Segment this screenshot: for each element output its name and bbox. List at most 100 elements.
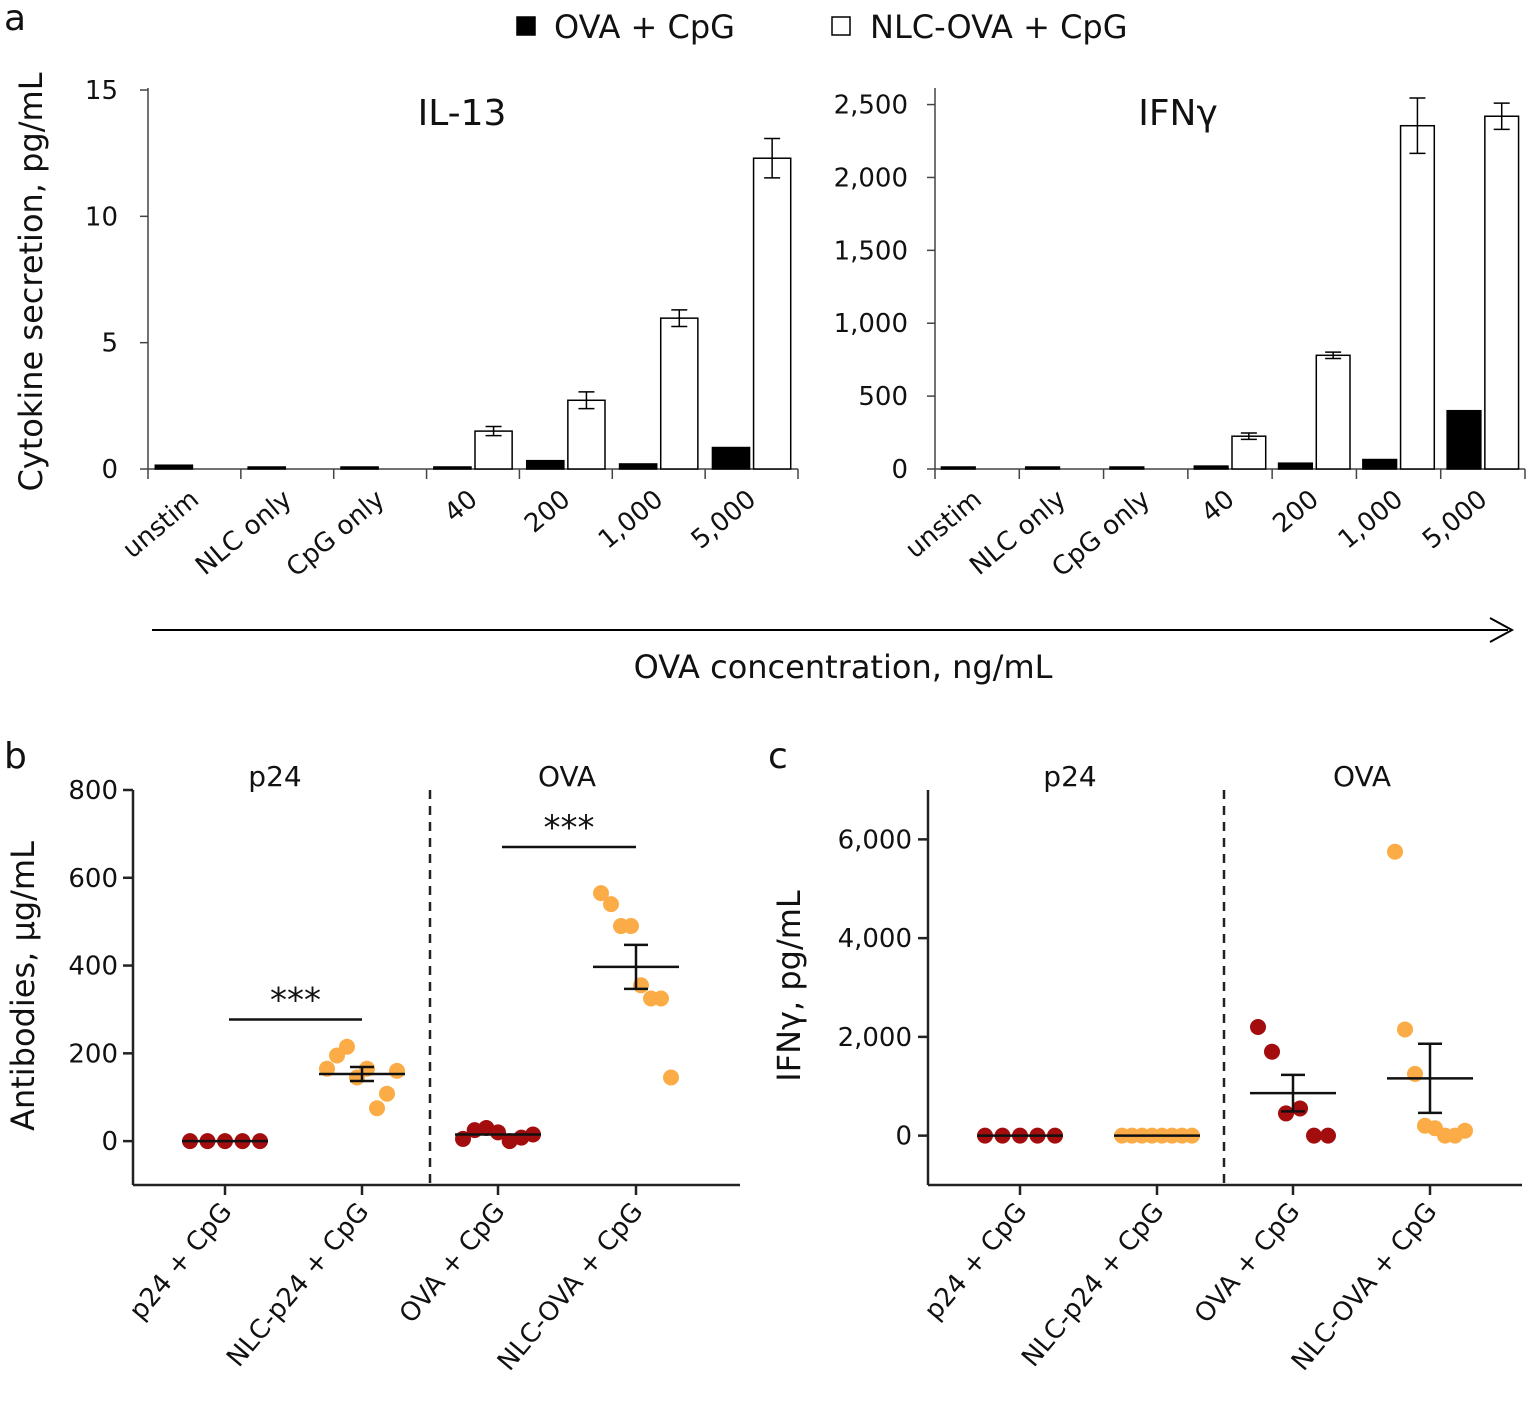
ifn-y-tick-label: 500: [858, 382, 908, 412]
legend-swatch-open: [831, 16, 851, 36]
panel-b-x-tick-label-nlc-ova-cpg: NLC-OVA + CpG: [492, 1197, 649, 1377]
panel-c-point-ova-cpg: [1306, 1127, 1322, 1144]
il-13-bar-nlc-ova-cpg-40: [474, 430, 513, 470]
il-13-y-tick-label: 0: [101, 455, 118, 485]
il-13-bar-nlc-ova-cpg-200: [567, 399, 606, 470]
ifn-bar-nlc-ova-cpg-40: [1231, 435, 1267, 470]
il-13-bar-ova-cpg-5-000: [711, 446, 751, 470]
panel-c-y-axis-label: IFNγ, pg/mL: [770, 890, 808, 1082]
panel-b-point-nlc-ova-cpg: [653, 990, 669, 1007]
ifn-bar-ova-cpg-5-000: [1446, 409, 1482, 470]
ifn-y-tick-label: 1,500: [834, 236, 908, 266]
il-13-chart-title: IL-13: [418, 93, 507, 134]
panel-c-y-tick-label: 2,000: [838, 1023, 912, 1053]
il-13-y-tick-label: 15: [85, 76, 118, 106]
panel-b-point-nlc-ova-cpg: [593, 885, 609, 902]
il-13-bar-nlc-ova-cpg-1-000: [659, 317, 699, 470]
panel-c-y-tick-label: 4,000: [838, 924, 912, 954]
ifn-bar-nlc-ova-cpg-1-000: [1399, 124, 1436, 470]
panel-b-x-tick-label-ova-cpg: OVA + CpG: [394, 1197, 512, 1329]
panel-c-point-nlc-ova-cpg: [1387, 843, 1403, 860]
ifn-y-tick-label: 1,000: [834, 309, 908, 339]
ifn-y-tick-label: 2,500: [834, 91, 908, 121]
panel-b-x-tick-label-nlc-p24-cpg: NLC-p24 + CpG: [221, 1197, 375, 1373]
ifn-bar-ova-cpg-200: [1277, 462, 1314, 470]
ifn-chart-title: IFNγ: [1138, 93, 1218, 134]
il-13-x-tick-label: CpG only: [281, 484, 391, 583]
ifn-bar-ova-cpg-40: [1193, 465, 1229, 470]
panel-b-point-nlc-ova-cpg: [623, 918, 639, 935]
ifn-x-tick-label: 5,000: [1417, 484, 1493, 555]
panel-c-point-ova-cpg: [1278, 1105, 1294, 1122]
panel-c-x-tick-label-p24-cpg: p24 + CpG: [919, 1197, 1034, 1326]
panel-c-point-ova-cpg: [1250, 1019, 1266, 1035]
shared-x-axis-label: OVA concentration, ng/mL: [634, 648, 1053, 686]
il-13-bar-ova-cpg-40: [433, 466, 472, 470]
panel-b-y-tick-label: 600: [68, 864, 118, 894]
ifn-x-tick-label: 200: [1267, 484, 1324, 539]
antibodies-dot-plot: Antibodies, μg/mL 0 200 400 600 800 p24 OVA p24 …: [4, 760, 740, 1377]
panel-b-y-tick-label: 0: [101, 1127, 118, 1157]
il-13-bar-ova-cpg-1-000: [618, 463, 658, 470]
ifn-bar-ova-cpg-1-000: [1362, 458, 1398, 470]
il-13-bar-nlc-ova-cpg-5-000: [752, 157, 792, 470]
panel-c-point-ova-cpg: [1264, 1043, 1280, 1060]
legend-label-filled: OVA + CpG: [554, 8, 735, 46]
panel-b-y-axis-label: Antibodies, μg/mL: [4, 841, 42, 1131]
legend-swatch-filled: [516, 16, 536, 36]
panel-c-section-label-ova: OVA: [1333, 760, 1391, 793]
panel-b-point-nlc-ova-cpg: [603, 896, 619, 913]
panel-letter-a: a: [4, 0, 26, 39]
panel-b-point-nlc-p24-cpg: [379, 1085, 395, 1102]
ifn-bar-ova-cpg-nlc-only: [1024, 466, 1061, 470]
ifn-x-tick-label: 40: [1196, 484, 1241, 528]
panel-b-significance-label: ***: [270, 981, 321, 1021]
panel-b-x-tick-label-p24-cpg: p24 + CpG: [124, 1197, 239, 1326]
il-13-y-tick-label: 10: [85, 202, 118, 232]
panel-b-point-ova-cpg: [490, 1124, 506, 1141]
il-13-x-tick-label: 200: [519, 484, 576, 539]
panel-letter-c: c: [768, 736, 788, 777]
panel-b-section-label-ova: OVA: [538, 760, 596, 793]
il-13-x-tick-label: unstim: [117, 484, 205, 564]
panel-b-point-nlc-p24-cpg: [339, 1038, 355, 1055]
ifn-bar-nlc-ova-cpg-200: [1315, 354, 1351, 470]
panel-c-point-nlc-ova-cpg: [1457, 1122, 1473, 1139]
il-13-bar-ova-cpg-cpg-only: [340, 466, 379, 470]
panel-letter-b: b: [4, 736, 27, 777]
panel-c-x-tick-label-nlc-ova-cpg: NLC-OVA + CpG: [1286, 1197, 1443, 1377]
ifn-y-tick-label: 0: [891, 455, 908, 485]
panel-b-y-tick-label: 800: [68, 776, 118, 806]
panel-b-point-nlc-p24-cpg: [319, 1060, 335, 1077]
panel-b-section-label-p24: p24: [248, 760, 301, 793]
legend-label-open: NLC-OVA + CpG: [870, 8, 1128, 46]
panel-c-point-nlc-ova-cpg: [1397, 1021, 1413, 1038]
ifn-x-tick-label: 1,000: [1333, 484, 1409, 555]
legend: OVA + CpG NLC-OVA + CpG: [516, 8, 1128, 46]
ifn-bar-ova-cpg-cpg-only: [1109, 466, 1145, 470]
panel-b-y-tick-label: 400: [68, 952, 118, 982]
il-13-x-tick-label: 40: [439, 484, 484, 528]
ifn-bar-ova-cpg-unstim: [940, 466, 976, 470]
ifn-y-tick-label: 2,000: [834, 163, 908, 193]
panel-b-point-nlc-ova-cpg: [663, 1069, 679, 1086]
panel-c-section-label-p24: p24: [1043, 760, 1096, 793]
panel-c-x-tick-label-ova-cpg: OVA + CpG: [1189, 1197, 1307, 1329]
panel-c-point-ova-cpg: [1320, 1127, 1336, 1144]
il-13-x-tick-label: 5,000: [686, 484, 762, 555]
panel-b-point-nlc-p24-cpg: [389, 1062, 405, 1079]
ifng-dot-plot: IFNγ, pg/mL 0 2,000 4,000 6,000 p24 OVA p24 + C…: [770, 760, 1522, 1377]
shared-y-axis-label: Cytokine secretion, pg/mL: [12, 72, 50, 491]
panel-b-y-tick-label: 200: [68, 1039, 118, 1069]
panel-c-point-ova-cpg: [1292, 1100, 1308, 1117]
il-13-x-tick-label: 1,000: [593, 484, 669, 555]
il-13-y-tick-label: 5: [101, 329, 118, 359]
panel-c-x-tick-label-nlc-p24-cpg: NLC-p24 + CpG: [1016, 1197, 1170, 1373]
panel-c-y-tick-label: 6,000: [838, 825, 912, 855]
ifn-bar-nlc-ova-cpg-5-000: [1484, 115, 1520, 470]
il-13-bar-ova-cpg-unstim: [154, 464, 194, 470]
il-13-bar-ova-cpg-nlc-only: [247, 466, 287, 470]
